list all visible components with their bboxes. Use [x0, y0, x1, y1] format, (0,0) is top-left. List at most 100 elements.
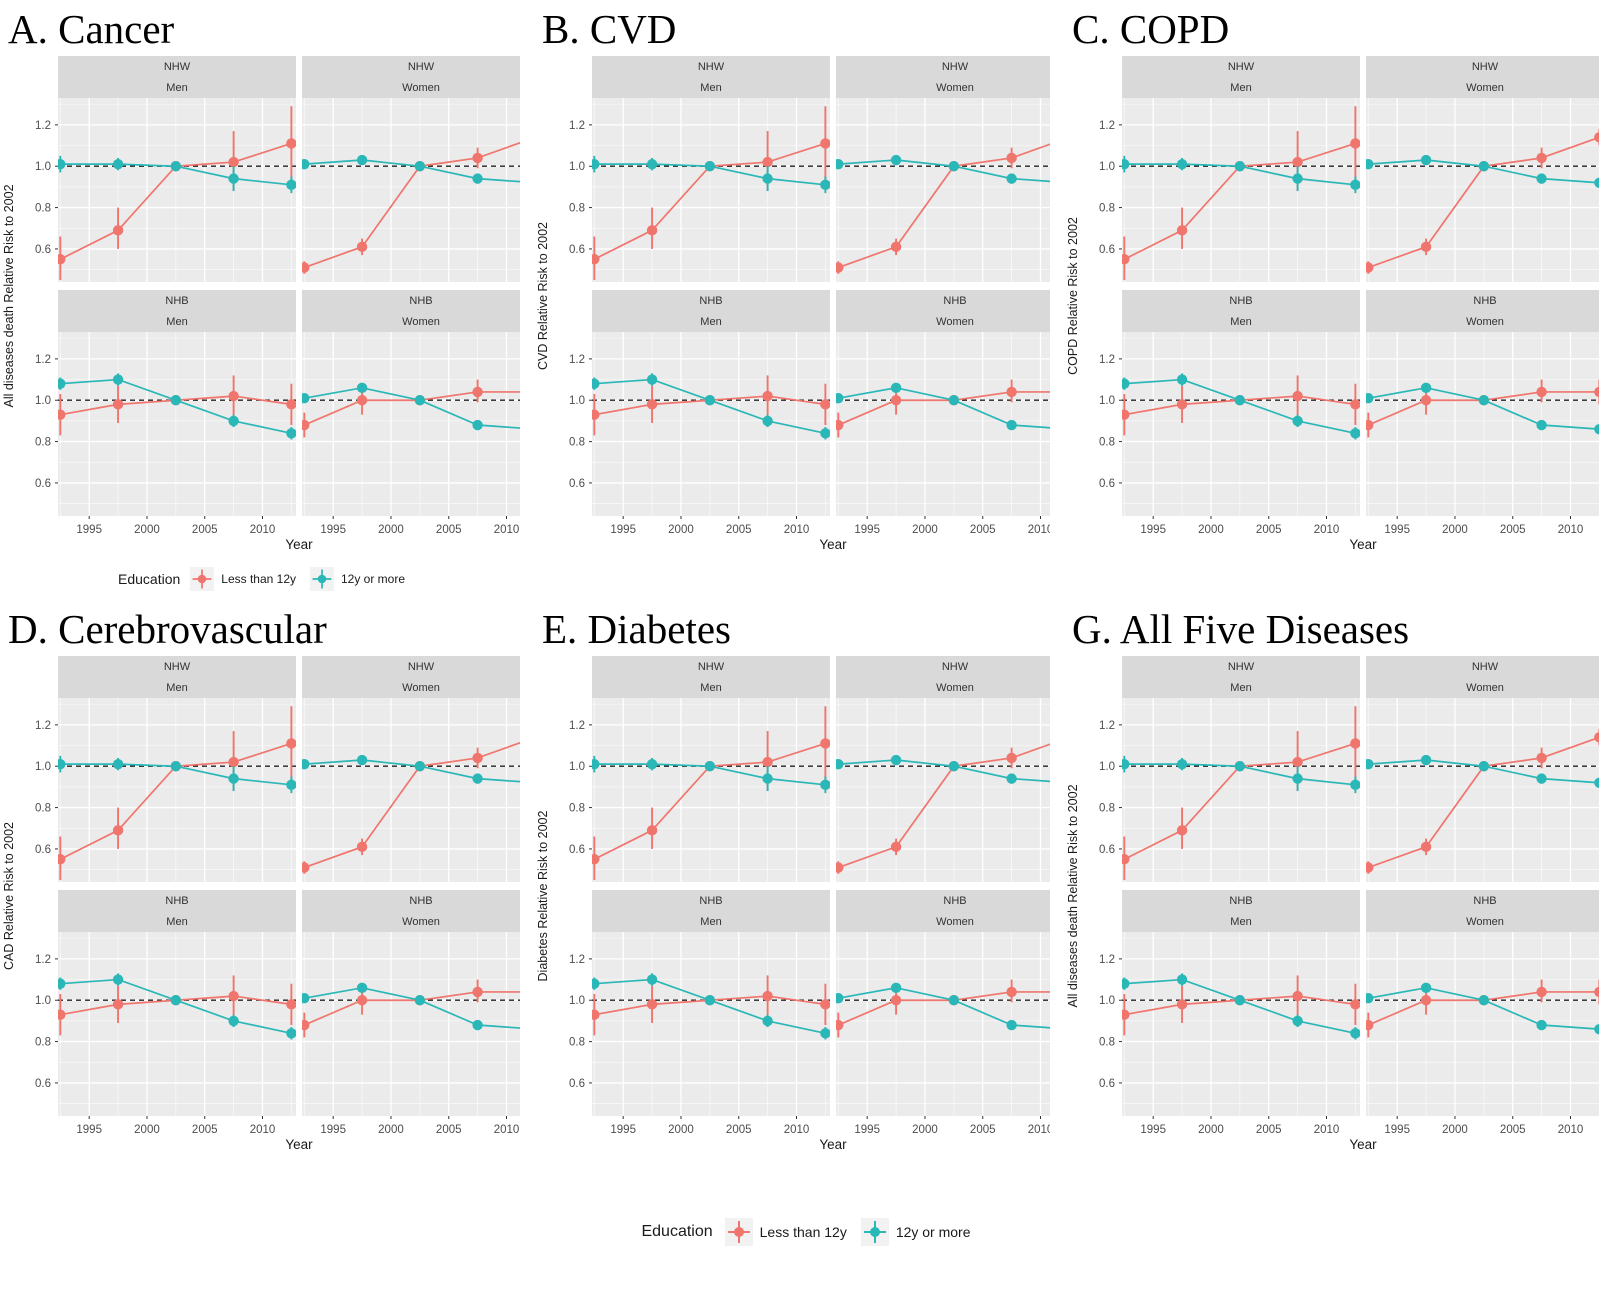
- x-tick-label: 2000: [134, 1124, 160, 1136]
- facet-strip-race: NHW: [164, 61, 191, 73]
- data-point: [228, 390, 239, 402]
- data-point: [1350, 779, 1360, 791]
- facet-strip-race: NHB: [1229, 895, 1252, 907]
- y-tick-label: 1.0: [1099, 761, 1115, 773]
- y-tick-label: 1.0: [35, 161, 51, 173]
- panel-copd: C. COPD NHW Men NHW Women 1.2 1.0 0.8 0.6 NHB Men…: [1050, 0, 1612, 600]
- facet-strip-race: NHB: [1229, 295, 1252, 307]
- data-point: [58, 158, 66, 170]
- data-point: [1176, 158, 1188, 170]
- legend-education-bottom: Education Less than 12y 12y or more: [0, 1218, 1612, 1246]
- data-point: [646, 825, 658, 836]
- data-point: [890, 241, 902, 253]
- facet-strip-sex: Women: [402, 82, 440, 94]
- facet-strip-sex: Men: [166, 316, 187, 328]
- data-point: [170, 995, 182, 1006]
- facet-strip: [836, 656, 1050, 698]
- facet-content: [836, 698, 1050, 882]
- facet-strip-sex: Men: [1230, 316, 1251, 328]
- data-point: [302, 992, 310, 1004]
- data-point: [1350, 399, 1360, 410]
- facet-plot-area: [1366, 332, 1604, 516]
- y-axis-title: All diseases death Relative Risk to 2002: [2, 184, 16, 407]
- chart-cancer: NHW Men NHW Women 1.2 1.0 0.8 0.6 NHB Men 1995 2000…: [0, 56, 520, 557]
- x-tick-label: 1995: [854, 1124, 880, 1136]
- y-tick-label: 1.0: [569, 995, 585, 1007]
- data-point: [112, 758, 124, 770]
- data-point: [286, 399, 296, 410]
- y-tick-label: 0.8: [569, 437, 585, 449]
- data-point: [112, 374, 124, 385]
- data-point: [472, 986, 483, 998]
- facet-strip: [58, 290, 296, 332]
- data-point: [302, 419, 310, 431]
- data-point: [1122, 254, 1130, 265]
- facet-content: [302, 98, 520, 282]
- data-point: [414, 161, 426, 172]
- data-point: [890, 995, 902, 1006]
- facet-strip: [592, 290, 830, 332]
- data-point: [836, 758, 844, 770]
- data-point: [1536, 1019, 1547, 1031]
- facet-strip: [836, 290, 1050, 332]
- facet-strip-sex: Women: [1466, 82, 1504, 94]
- facet-plot-area: [592, 332, 830, 516]
- data-point: [1292, 990, 1303, 1002]
- data-point: [1292, 1015, 1303, 1027]
- facet-strip-sex: Women: [936, 682, 974, 694]
- facet-strip: [302, 656, 520, 698]
- data-point: [112, 999, 124, 1010]
- data-point: [1420, 982, 1432, 994]
- data-point: [58, 978, 66, 989]
- facet-content: [58, 698, 296, 882]
- data-point: [704, 161, 716, 172]
- data-point: [356, 754, 368, 766]
- facet-strip-race: NHW: [1472, 661, 1499, 673]
- data-point: [302, 392, 310, 404]
- data-point: [112, 399, 124, 410]
- facet-plot-area: [1122, 932, 1360, 1116]
- facet-content: [58, 98, 296, 282]
- y-tick-label: 0.6: [1099, 844, 1115, 856]
- facet-content: [592, 698, 830, 882]
- facet-strip-sex: Women: [402, 682, 440, 694]
- y-tick-label: 0.8: [35, 803, 51, 815]
- y-tick-label: 1.0: [569, 161, 585, 173]
- data-point: [1536, 173, 1547, 184]
- x-tick-label: 2000: [1442, 524, 1468, 536]
- x-tick-label: 2005: [970, 1124, 996, 1136]
- data-point: [414, 995, 426, 1006]
- facet-strip: [58, 56, 296, 98]
- x-tick-label: 2005: [436, 1124, 462, 1136]
- data-point: [1006, 173, 1017, 184]
- data-point: [704, 395, 716, 406]
- panel-title-cerebrovascular: D. Cerebrovascular: [8, 606, 327, 652]
- panel-title-copd: C. COPD: [1072, 6, 1230, 52]
- data-point: [1234, 995, 1246, 1006]
- x-tick-label: 1995: [320, 524, 346, 536]
- facet-plot-area: [58, 698, 296, 882]
- data-point: [356, 995, 368, 1006]
- y-tick-label: 0.8: [569, 1037, 585, 1049]
- data-point: [1176, 999, 1188, 1010]
- x-tick-label: 2010: [1558, 1124, 1584, 1136]
- facet-plot-area: [836, 698, 1050, 882]
- data-point: [820, 779, 830, 791]
- data-point: [1176, 374, 1188, 385]
- x-tick-label: 2000: [668, 1124, 694, 1136]
- data-point: [1420, 395, 1432, 406]
- y-tick-label: 1.2: [1099, 954, 1115, 966]
- data-point: [1478, 395, 1490, 406]
- data-point: [890, 395, 902, 406]
- x-axis-title: Year: [1349, 1137, 1377, 1152]
- pointrange-key-icon: [860, 1218, 889, 1246]
- data-point: [762, 1015, 773, 1027]
- facet-strip-race: NHW: [1472, 61, 1499, 73]
- data-point: [1006, 386, 1017, 398]
- data-point: [356, 154, 368, 166]
- facet-strip: [1122, 656, 1360, 698]
- data-point: [948, 761, 960, 772]
- facet-strip-sex: Women: [936, 916, 974, 928]
- x-tick-label: 1995: [610, 1124, 636, 1136]
- data-point: [356, 395, 368, 406]
